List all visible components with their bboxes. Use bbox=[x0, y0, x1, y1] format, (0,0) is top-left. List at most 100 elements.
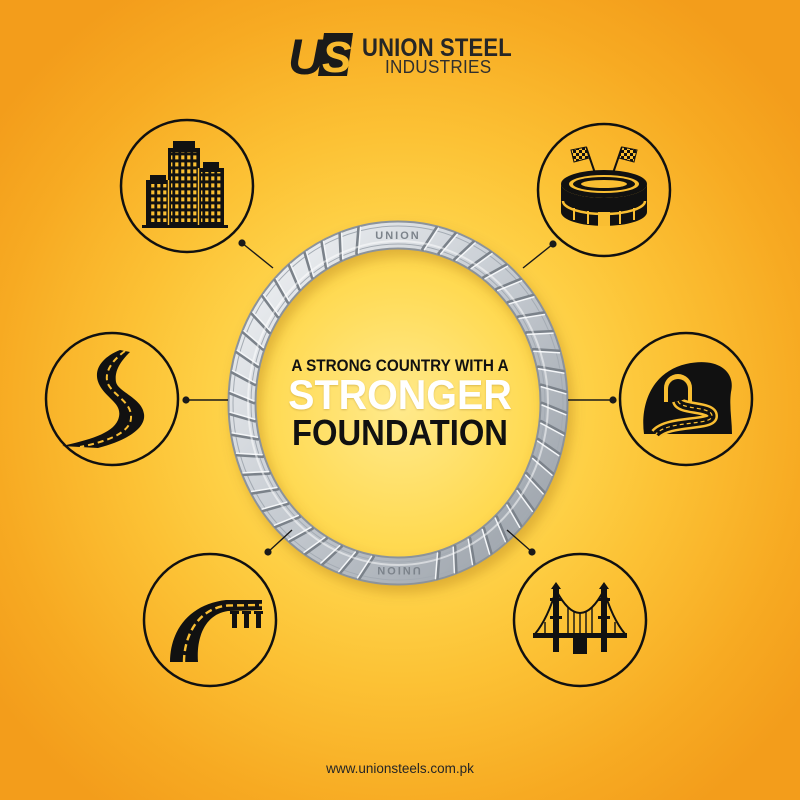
ring-rib-highlight bbox=[338, 551, 357, 573]
ring-rib-highlight bbox=[506, 504, 521, 529]
ring-rib-highlight bbox=[236, 349, 260, 366]
logo-letter-s: S bbox=[322, 33, 351, 79]
ring-rib bbox=[482, 263, 508, 280]
brand-logo-mark: U S bbox=[288, 29, 353, 79]
buildings-icon bbox=[142, 141, 228, 228]
ring-rib bbox=[468, 250, 493, 270]
ring-rib-highlight bbox=[536, 440, 560, 457]
ring-rib bbox=[525, 329, 554, 335]
ring-rib-highlight bbox=[533, 350, 561, 354]
headline-line-2: STRONGER bbox=[288, 371, 512, 418]
connector-dot-middle-right bbox=[609, 396, 617, 404]
ring-rib-highlight bbox=[261, 501, 288, 510]
application-circle-road bbox=[44, 331, 180, 467]
suspension-bridge-icon bbox=[533, 582, 627, 654]
ring-rib bbox=[506, 502, 523, 528]
ring-rib bbox=[539, 419, 566, 436]
ring-rib-highlight bbox=[262, 293, 280, 317]
ring-rib-highlight bbox=[540, 422, 565, 437]
ring-rib bbox=[250, 312, 272, 335]
ring-rib-highlight bbox=[357, 226, 362, 254]
ring-rib bbox=[320, 240, 328, 270]
ring-rib-highlight bbox=[235, 452, 263, 456]
ring-rib-highlight bbox=[252, 311, 272, 332]
ring-rib bbox=[531, 347, 561, 353]
ring-rib-highlight bbox=[439, 233, 458, 255]
ring-rib-highlight bbox=[229, 390, 255, 402]
ring-rib bbox=[230, 370, 257, 387]
ring-rib-highlight bbox=[340, 232, 344, 260]
application-circle-tunnel bbox=[618, 331, 754, 467]
ring-rib bbox=[338, 232, 343, 262]
stadium-icon bbox=[561, 146, 647, 226]
ring-ribs bbox=[228, 226, 568, 580]
ring-rib-highlight bbox=[455, 242, 476, 262]
ring-rib bbox=[536, 365, 566, 373]
connectors bbox=[182, 239, 617, 556]
ring-rib bbox=[516, 487, 535, 512]
website-url: www.unionsteels.com.pk bbox=[326, 761, 474, 776]
ring-rib bbox=[261, 502, 290, 513]
connector-dot-bottom-left bbox=[264, 548, 272, 556]
ring-rib-highlight bbox=[467, 538, 474, 566]
ring-rib-highlight bbox=[303, 536, 326, 554]
ring-rib-highlight bbox=[231, 369, 256, 384]
ring-rib-highlight bbox=[497, 280, 523, 292]
ring-engraving-bottom: UNION bbox=[375, 564, 420, 576]
ring-rib bbox=[235, 453, 265, 459]
ring-rib bbox=[494, 515, 509, 542]
ring-rib-highlight bbox=[243, 330, 265, 349]
connector-dot-middle-left bbox=[182, 396, 190, 404]
application-circle-bridge bbox=[512, 552, 648, 688]
ring-rib-highlight bbox=[231, 432, 259, 438]
ring-rib bbox=[228, 412, 257, 423]
ring-rib-highlight bbox=[250, 486, 278, 493]
ring-rib bbox=[524, 471, 546, 494]
ring-rib bbox=[241, 330, 265, 351]
ring-rib-highlight bbox=[516, 489, 534, 513]
ring-rib bbox=[468, 536, 476, 566]
ring-rib-highlight bbox=[229, 411, 256, 420]
highway-overpass-icon bbox=[170, 600, 263, 663]
ring-rib bbox=[516, 311, 546, 319]
ring-rib bbox=[242, 471, 271, 477]
ring-rib-highlight bbox=[524, 474, 544, 495]
ring-rib-highlight bbox=[537, 368, 565, 374]
ring-rib bbox=[355, 226, 361, 256]
ring-rib bbox=[506, 293, 535, 304]
ring-rib-highlight bbox=[322, 240, 329, 268]
tunnel-icon bbox=[643, 362, 732, 439]
ring-rib-highlight bbox=[320, 544, 341, 564]
ring-rib-highlight bbox=[484, 265, 509, 280]
ring-rib bbox=[235, 350, 260, 369]
ring-rib bbox=[303, 536, 328, 556]
connector-line-bottom-left bbox=[267, 529, 293, 553]
ring-rib-highlight bbox=[305, 251, 315, 278]
ring-rib-highlight bbox=[273, 514, 299, 526]
ring-rib-highlight bbox=[540, 386, 567, 395]
ring-rib bbox=[453, 544, 458, 574]
headline-line-3: FOUNDATION bbox=[292, 412, 508, 453]
application-circle-stadium bbox=[536, 122, 672, 258]
ring-rib bbox=[531, 455, 555, 476]
ring-rib-highlight bbox=[494, 517, 507, 543]
ring-engraving-top: UNION bbox=[375, 230, 420, 242]
application-circle-overpass bbox=[142, 552, 278, 688]
ring-rib-highlight bbox=[242, 470, 270, 474]
ring-rib bbox=[435, 550, 441, 580]
ring-rib bbox=[261, 294, 280, 319]
ring-rib bbox=[437, 232, 458, 255]
ring-rib bbox=[303, 251, 314, 280]
ring-rib bbox=[421, 226, 439, 251]
ring-rib bbox=[338, 551, 359, 574]
ring-rib-highlight bbox=[508, 296, 535, 305]
rebar-ring: UNION UNION bbox=[227, 220, 573, 593]
brand-name: UNION STEEL bbox=[362, 34, 512, 62]
ring-rib bbox=[287, 264, 302, 291]
connector-line-bottom-right bbox=[506, 529, 533, 553]
connector-dot-top-left bbox=[238, 239, 246, 247]
ring-rib bbox=[228, 391, 256, 405]
connector-line-top-right bbox=[522, 243, 554, 269]
ring-rib bbox=[250, 487, 280, 495]
